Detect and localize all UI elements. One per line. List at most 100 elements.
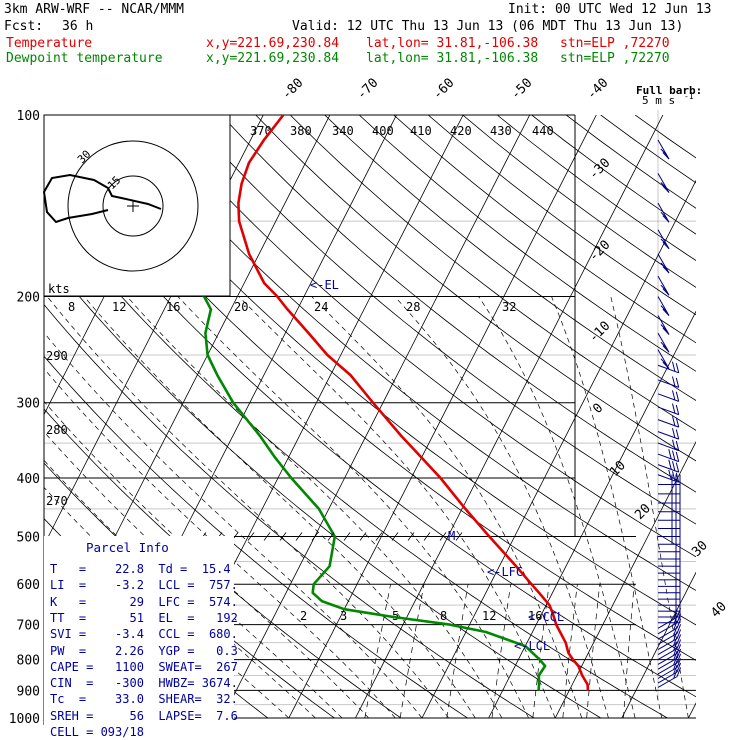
dew-legend-latlon: lat,lon= 31.81,-106.38 [366,51,539,66]
wind-barb-flag [673,669,678,679]
parcel-info-row: SVI = -3.4 CCL = 680. [50,627,238,642]
dew-legend-stn: stn=ELP ,72270 [560,51,670,66]
wind-barb-flag [662,327,670,335]
wind-barb-flag [660,211,668,220]
wind-barb [657,474,679,483]
wind-barb [657,453,679,463]
wind-barb-flag [673,636,678,646]
pressure-tick-label: 600 [17,578,40,593]
mixing-ratio-low-label: 3 [340,609,347,623]
parcel-info-row: Tc = 33.0 SHEAR= 32. [50,692,238,707]
wind-barb-flag [660,238,668,246]
wind-barb [657,202,670,223]
mixing-ratio-label: 8 [68,300,75,314]
wind-barb-flag [676,618,682,629]
wind-barb-flag [676,613,682,623]
dry-adiabat-line [600,115,696,184]
wind-barb [657,332,670,353]
ccl-annotation: <-CCL [528,610,564,624]
wind-barb [657,406,679,416]
parcel-hatch [455,532,463,541]
wind-barb-flag [672,403,676,414]
temperature-line [237,115,590,691]
wind-barb-flag [660,262,668,270]
wind-barb-flag [676,608,682,618]
wind-barbs [657,110,682,700]
mixing-ratio-low-label: 16 [528,609,542,623]
hodograph-trace [42,173,162,224]
mixing-ratio-line [399,584,425,719]
mixing-ratio-low-label: 2 [300,609,307,623]
wind-barb-flag [662,266,670,274]
wind-barb-flag [660,182,668,190]
pressure-tick-label: 500 [17,530,40,545]
wind-barb-flag [662,241,670,250]
dry-adiabat-line [220,115,696,493]
theta-label: 340 [332,124,354,138]
wind-barb-flag [676,624,682,634]
isotherm-line [554,441,696,719]
lfc-annotation: <-LFC [487,565,523,579]
moist-adiabat-line [610,296,689,719]
dew-legend-name: Dewpoint temperature [6,51,163,66]
wind-barb-flag [662,308,670,316]
wind-barb-flag [675,417,680,428]
lcl-annotation: <-LCL [514,639,550,653]
dry-adiabat-line [324,115,696,401]
wind-barb-flag [676,629,682,639]
mixing-ratio-low-label: 12 [482,609,496,623]
wind-barb-flag [673,641,678,651]
pressure-tick-label: 700 [17,619,40,634]
mixing-ratio-label: 28 [406,300,420,314]
theta-label: 400 [372,124,394,138]
wind-barb-flag [676,653,682,664]
moist-adiabat-line [311,296,583,719]
dry-adiabat-line [44,303,535,719]
model-title: 3km ARW-WRF -- NCAR/MMM [4,2,185,17]
temperature-tick-label: 40 [708,599,730,621]
wind-barb-flag [673,664,678,675]
wind-barb-flag [676,667,682,677]
parcel-hatch [407,532,415,541]
wind-barb-flag [660,358,668,366]
wind-barb-flag [660,284,668,293]
isotherm-line [688,702,696,719]
moist-adiabat-line [44,431,343,719]
wind-barb-flag [675,363,680,373]
parcel-hatch [247,532,255,541]
temperature-tick-label: -10 [586,319,613,346]
temperature-tick-label: -80 [279,76,306,103]
theta-label: 440 [532,124,554,138]
wind-barb [657,442,679,452]
wind-barb-flag [668,469,672,480]
mixing-ratio-label: 20 [234,300,248,314]
wind-barb-flag [675,391,680,402]
wind-barb-flag [672,390,676,401]
parcel-hatch [423,532,431,541]
dry-adiabat-line [496,115,696,261]
hodograph-unit-label: kts [48,282,70,296]
dry-adiabat-line [186,115,696,525]
wind-barb-flag [675,440,680,451]
mixing-ratio-line [586,584,601,719]
dry-adiabat-label: 270 [46,494,68,508]
temperature-tick-label: -50 [508,76,535,103]
wind-barb [657,419,679,428]
temperature-tick-label: -20 [586,238,613,265]
fcst-label: Fcst: [4,19,44,34]
wind-barb-flag [675,462,680,473]
dry-adiabat-line [289,115,696,431]
dry-adiabat-line [82,115,696,626]
isotherm-line [621,571,696,719]
parcel-info-row: TT = 51 EL = 192 [50,610,238,625]
theta-label: 370 [250,124,272,138]
parcel-hatch [263,532,271,541]
wind-barb-flag [673,626,678,636]
moist-adiabat-line [238,296,556,719]
parcel-info-row: CAPE = 1100 SWEAT= 267 [50,659,238,674]
parcel-hatch [279,532,287,541]
temperature-tick-label: -70 [354,76,381,103]
wind-barb-flag [662,215,670,223]
